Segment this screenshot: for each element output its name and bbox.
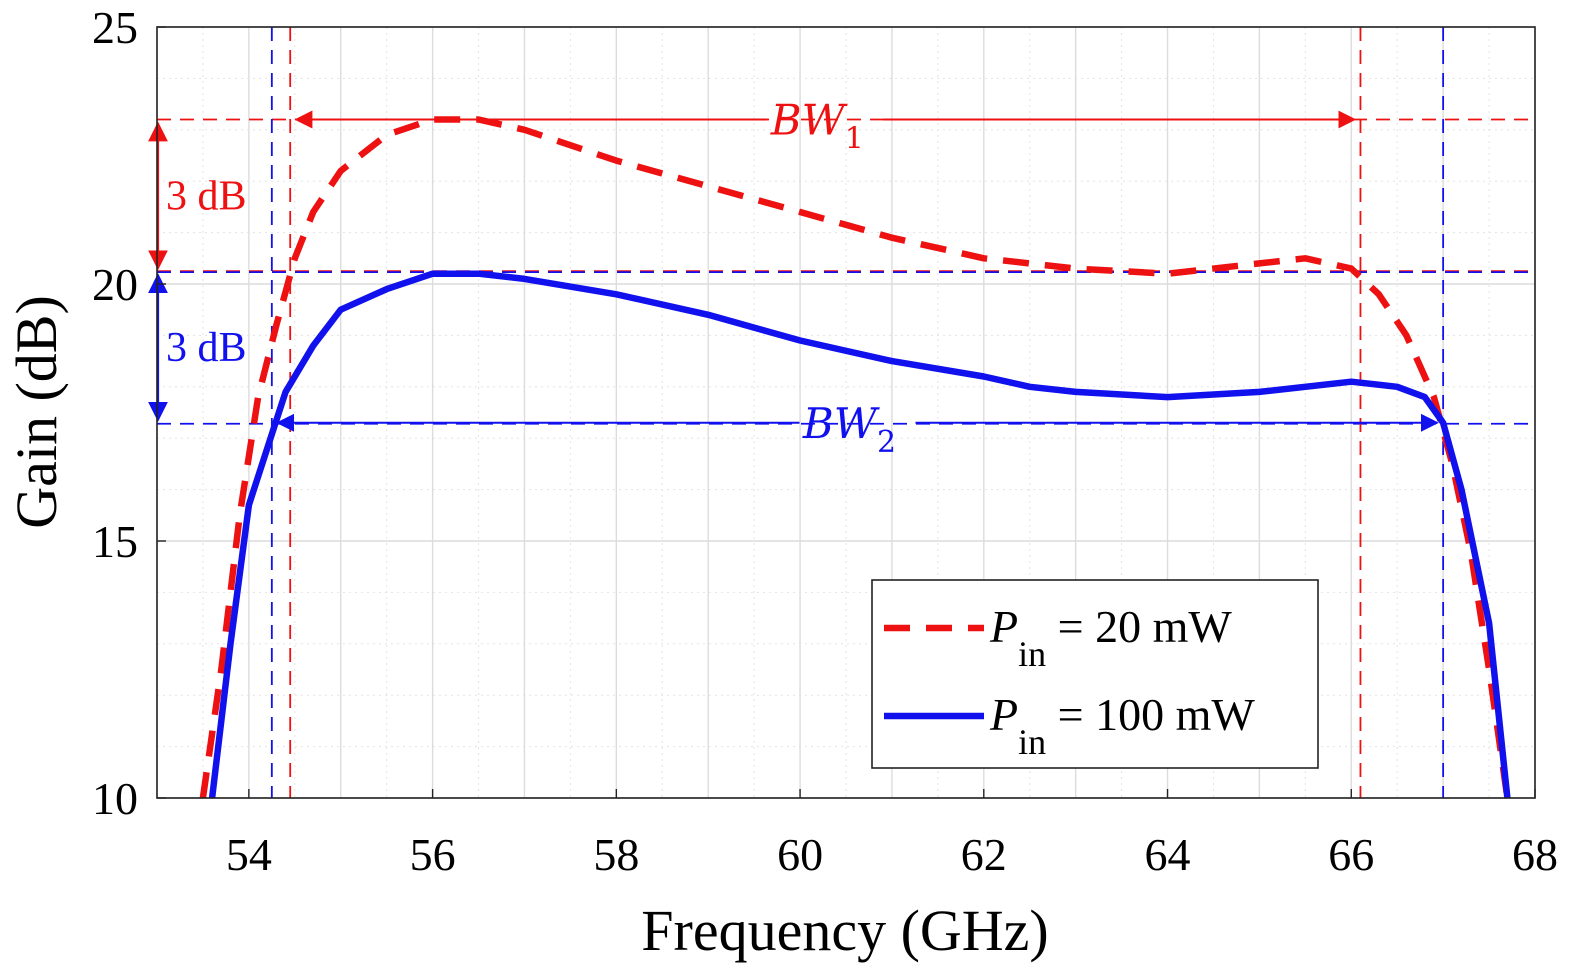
bw2-label: BW2 xyxy=(802,399,896,460)
x-tick-label: 66 xyxy=(1328,829,1374,880)
y-tick-label: 15 xyxy=(92,516,138,567)
x-tick-label: 58 xyxy=(593,829,639,880)
bw1-label: BW1 xyxy=(770,96,864,157)
y-tick-label: 20 xyxy=(92,259,138,310)
red-3db-label: 3 dB xyxy=(166,173,247,219)
axes xyxy=(156,26,1536,799)
series-line-100mw xyxy=(208,270,1511,799)
legend-label-20mw: Pin = 20 mW xyxy=(989,601,1232,674)
x-tick-label: 60 xyxy=(777,829,823,880)
y-tick-label: 10 xyxy=(92,773,138,824)
annotations: BW1 BW2 3 dB 3 dB xyxy=(148,96,1439,460)
legend-label-100mw: Pin = 100 mW xyxy=(989,689,1255,762)
reference-lines xyxy=(157,27,1535,798)
minor-grid xyxy=(157,27,1535,798)
x-tick-label: 54 xyxy=(226,829,272,880)
x-tick-label: 68 xyxy=(1512,829,1558,880)
tick-labels: 54 56 58 60 62 64 66 68 10 15 20 25 xyxy=(92,2,1558,880)
legend: Pin = 20 mW Pin = 100 mW xyxy=(871,579,1319,769)
y-tick-label: 25 xyxy=(92,2,138,53)
x-tick-label: 56 xyxy=(410,829,456,880)
y-axis-label: Gain (dB) xyxy=(4,295,69,529)
blue-3db-label: 3 dB xyxy=(166,325,247,371)
x-tick-label: 62 xyxy=(961,829,1007,880)
x-tick-label: 64 xyxy=(1145,829,1191,880)
series-layer xyxy=(199,116,1511,799)
series-line-20mw xyxy=(199,116,1511,799)
x-axis-label: Frequency (GHz) xyxy=(641,898,1048,963)
legend-box xyxy=(871,579,1319,769)
axes-frame xyxy=(156,26,1536,799)
